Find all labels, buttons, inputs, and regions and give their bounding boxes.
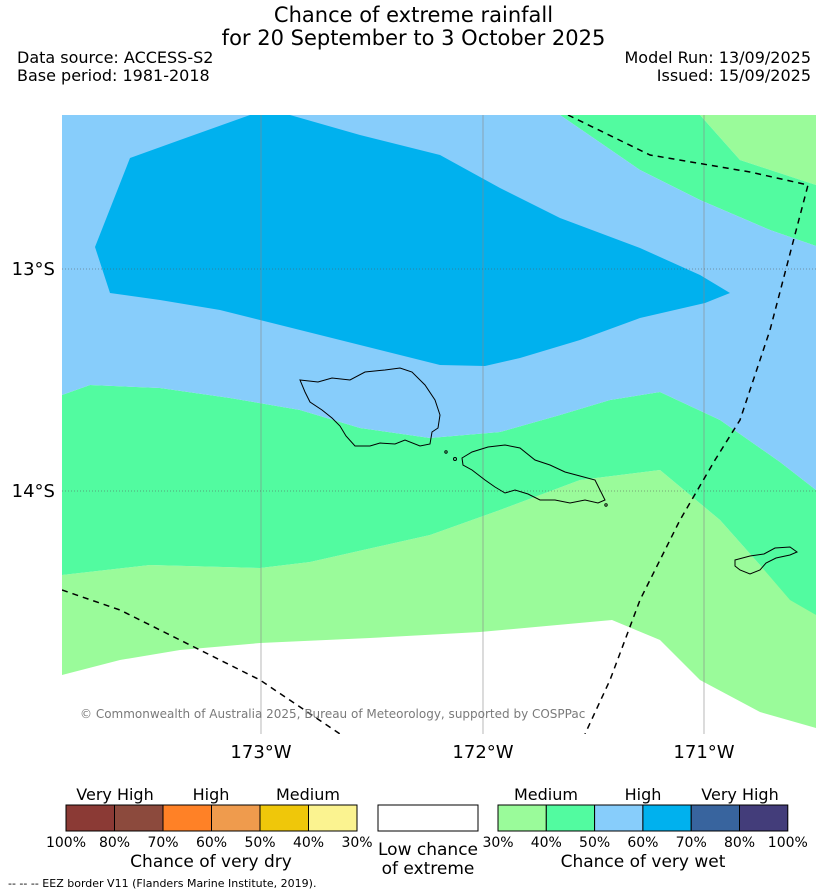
- legend-dry-tick-0: 100%: [46, 835, 86, 851]
- legend-dry-tick-5: 40%: [293, 835, 324, 851]
- legend-wet-tick-0: 30%: [482, 835, 513, 851]
- legend-wet-caption: Chance of very wet: [561, 852, 726, 872]
- legend-dry-swatch-0: [65, 804, 115, 832]
- probability-zones: [62, 115, 816, 734]
- model-run-label: Model Run: 13/09/2025: [624, 48, 812, 67]
- legend-wet: Medium High Very High 30% 40% 50% 60% 70% 80%…: [482, 785, 807, 872]
- legend-low-caption-line1: Low chance: [378, 840, 478, 860]
- legend-dry-swatch-5: [308, 804, 358, 832]
- legend-dry: Very High High Medium 100% 80% 70% 60% 50% 40…: [46, 785, 373, 872]
- legend-dry-swatch-3: [211, 804, 261, 832]
- lon-label-173w: 173°W: [230, 742, 291, 763]
- legend-wet-category-high: High: [625, 785, 662, 804]
- legend-dry-tick-1: 80%: [99, 835, 130, 851]
- zone-high-wet-60: [95, 115, 730, 366]
- legend-dry-caption: Chance of very dry: [130, 852, 292, 872]
- legend-low-chance: Low chance of extreme: [377, 804, 479, 879]
- legend-dry-tick-4: 50%: [244, 835, 275, 851]
- zone-high-wet-40: [62, 385, 816, 615]
- islands: [299, 367, 799, 575]
- map-title-line2: for 20 September to 3 October 2025: [221, 26, 606, 50]
- legend-dry-swatch-4: [259, 804, 309, 832]
- legend-dry-category-medium: Medium: [276, 785, 340, 804]
- legend-wet-swatch-4: [690, 804, 741, 832]
- lat-label-14s: 14°S: [12, 481, 55, 502]
- legend-wet-tick-2: 50%: [579, 835, 610, 851]
- lat-label-13s: 13°S: [12, 259, 55, 280]
- zone-medium-wet: [62, 470, 816, 728]
- data-source-label: Data source: ACCESS-S2: [17, 48, 214, 67]
- legend-wet-category-very-high: Very High: [701, 785, 778, 804]
- legend-wet-swatch-1: [545, 804, 596, 832]
- zone-high-wet-40-ne: [560, 115, 816, 246]
- base-period-label: Base period: 1981-2018: [17, 66, 210, 85]
- legend-wet-category-medium: Medium: [514, 785, 578, 804]
- legend-dry-swatch-2: [162, 804, 212, 832]
- lon-label-171w: 171°W: [673, 742, 734, 763]
- legend-dry-swatch-1: [114, 804, 164, 832]
- legend-dry-tick-3: 60%: [196, 835, 227, 851]
- legend-low-caption-line2: of extreme: [382, 859, 475, 879]
- tutuila-island: [734, 546, 799, 575]
- issued-label: Issued: 15/09/2025: [656, 66, 811, 85]
- eez-border: [62, 115, 809, 734]
- legend-dry-tick-6: 30%: [341, 835, 372, 851]
- legend-wet-tick-1: 40%: [531, 835, 562, 851]
- zone-medium-wet-ne: [700, 115, 816, 185]
- legend-wet-swatch-3: [642, 804, 692, 832]
- legend-wet-tick-4: 70%: [676, 835, 707, 851]
- legend-wet-tick-3: 60%: [627, 835, 658, 851]
- legend-low-swatch: [377, 804, 479, 832]
- map-gridlines: [260, 115, 705, 734]
- map-title-line1: Chance of extreme rainfall: [273, 3, 554, 27]
- legend-wet-swatch-5: [739, 804, 789, 832]
- legend-wet-tick-5: 80%: [724, 835, 755, 851]
- legend-dry-tick-2: 70%: [147, 835, 178, 851]
- legend-dry-category-very-high: Very High: [76, 785, 153, 804]
- legend-wet-swatch-2: [594, 804, 644, 832]
- upolu-island: [461, 444, 606, 504]
- legend-dry-category-high: High: [193, 785, 230, 804]
- copyright-notice: © Commonwealth of Australia 2025, Bureau…: [80, 707, 585, 721]
- lon-label-172w: 172°W: [452, 742, 513, 763]
- legend-wet-tick-6: 100%: [768, 835, 808, 851]
- eez-footnote: -- -- -- EEZ border V11 (Flanders Marine…: [8, 877, 317, 890]
- savaii-island: [299, 367, 441, 447]
- legend-wet-swatch-0: [497, 804, 547, 832]
